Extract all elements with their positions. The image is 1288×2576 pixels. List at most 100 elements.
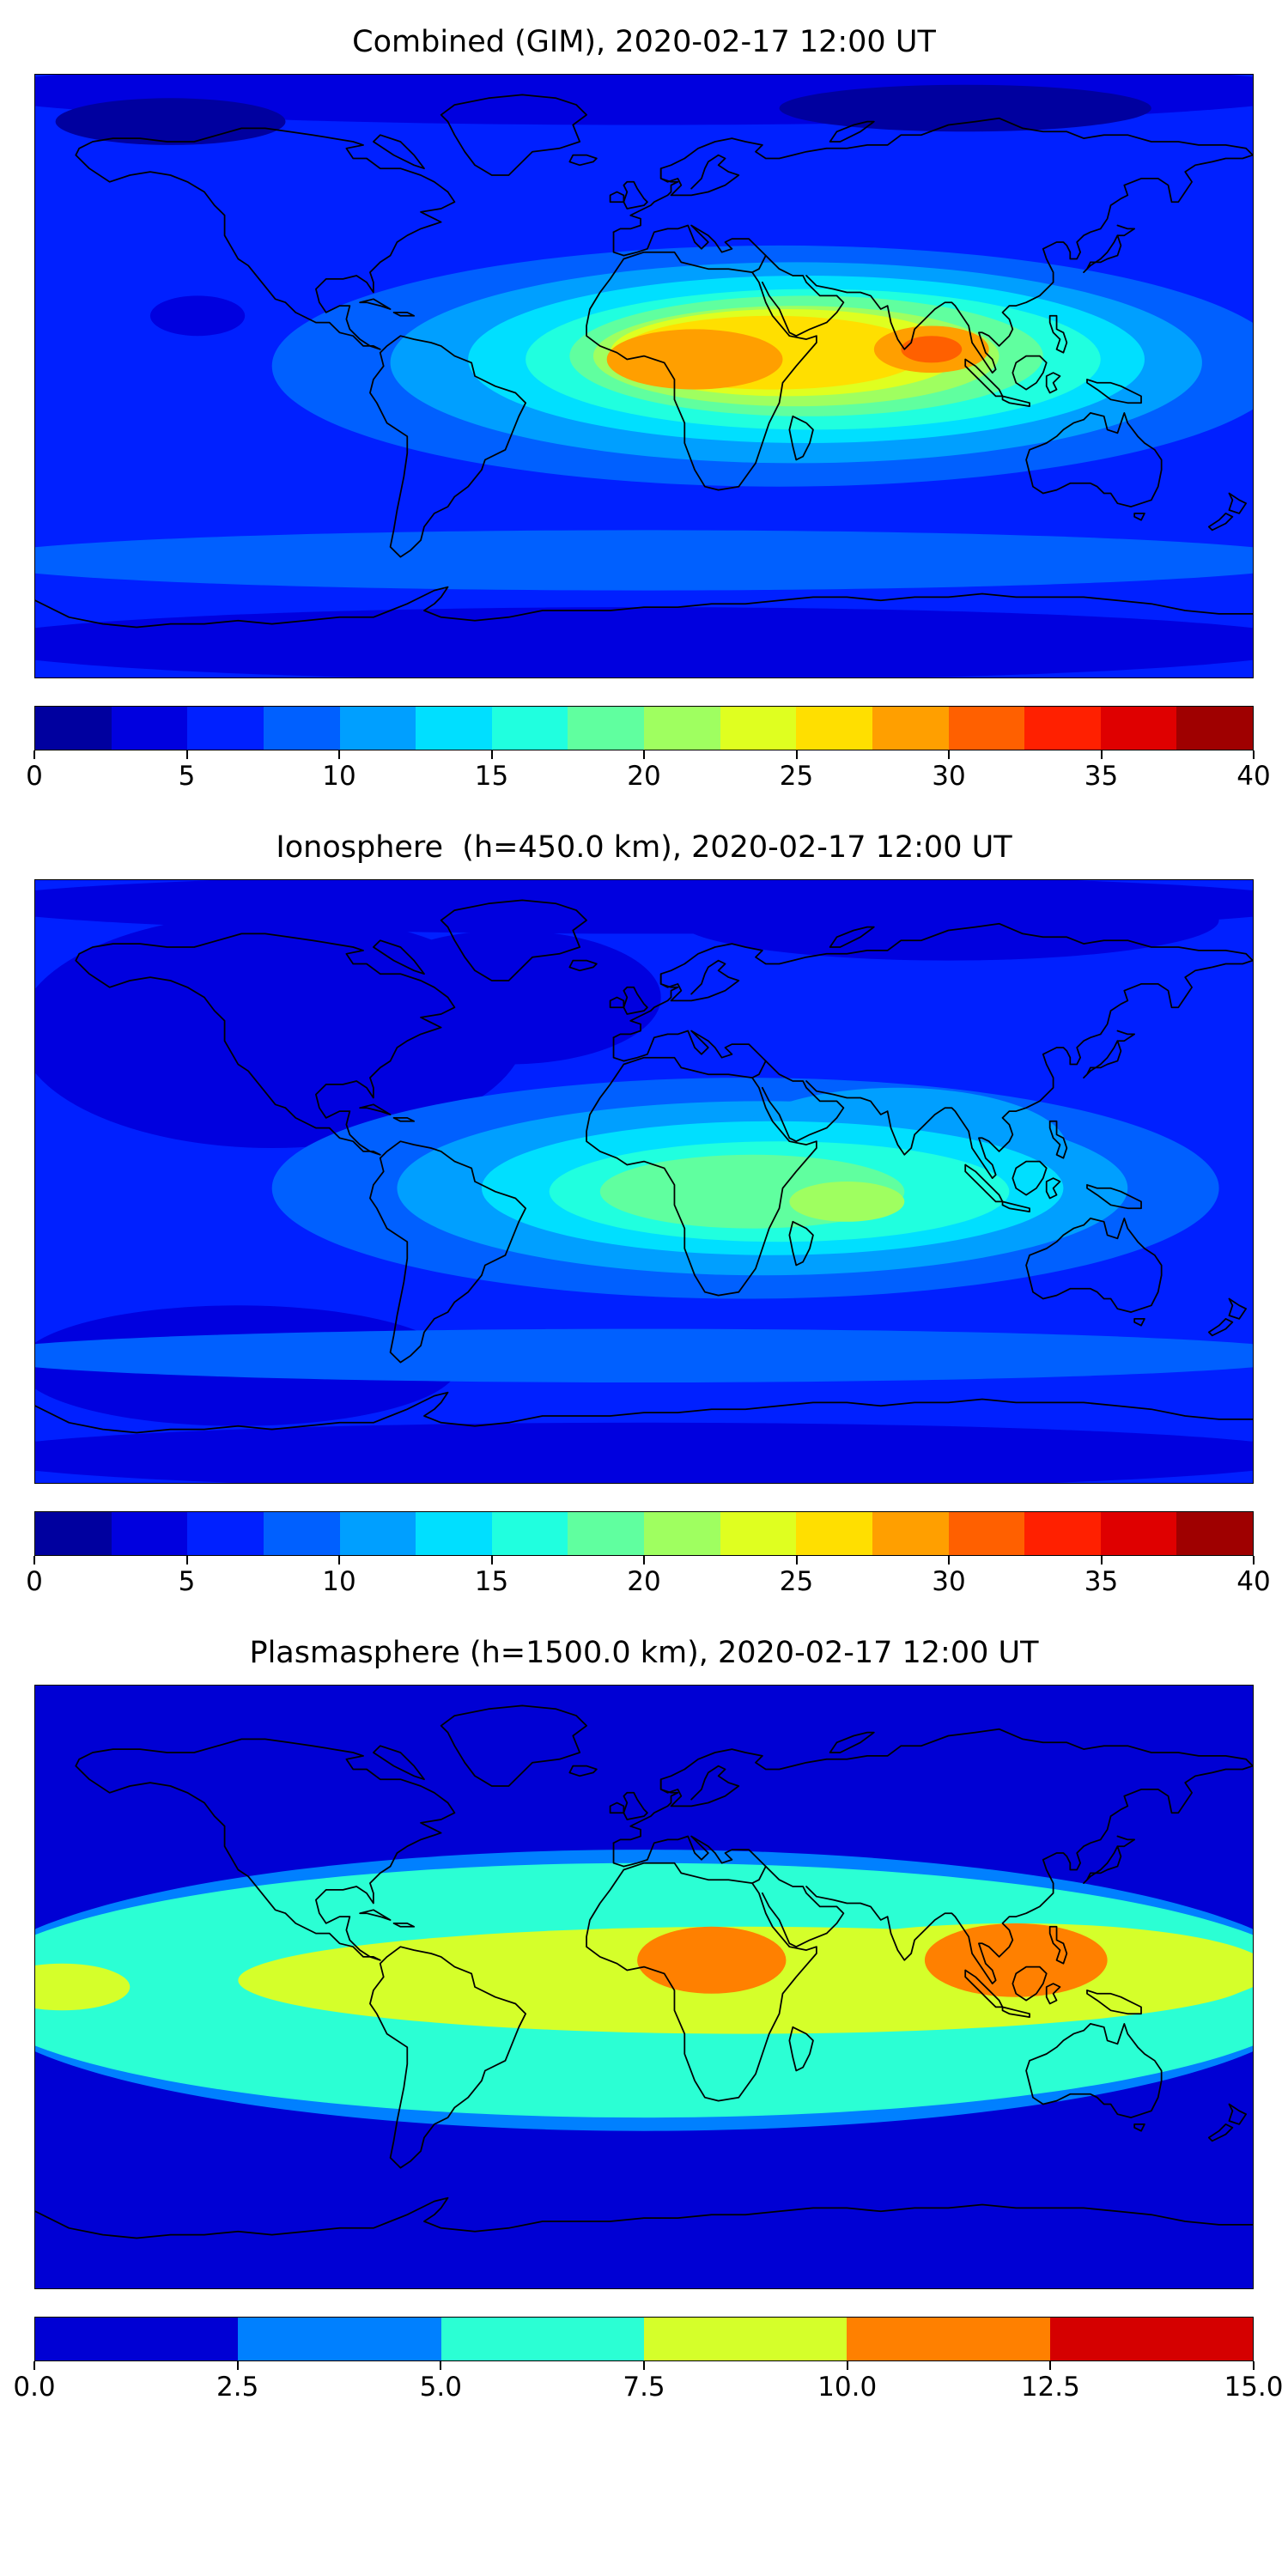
colorbar-tickmark (1253, 2361, 1255, 2370)
colorbar-tickmark (795, 750, 798, 759)
colorbar-segment (872, 707, 949, 750)
colorbar-tickmark (1253, 1556, 1255, 1564)
colorbar-segment (1100, 707, 1177, 750)
panel-combined: Combined (GIM), 2020-02-17 12:00 UT 0 5 10… (0, 22, 1288, 799)
colorbar-tickmark (338, 750, 340, 759)
colorbar-tickmark (490, 1556, 493, 1564)
world-map-plasmasphere (34, 1685, 1254, 2289)
coastlines (35, 899, 1253, 1434)
colorbar-tick-label: 0.0 (13, 2372, 56, 2403)
colorbar-tickmark (33, 1556, 35, 1564)
colorbar-segment (35, 1512, 112, 1555)
colorbar-tickmark (643, 750, 645, 759)
colorbar-segment (1049, 2318, 1253, 2360)
colorbar-tickmark (643, 2361, 645, 2370)
colorbar-tickmark (1253, 750, 1255, 759)
colorbar-tick-label: 35 (1084, 761, 1119, 792)
colorbar-tickmark (33, 2361, 35, 2370)
world-map-combined (34, 74, 1254, 678)
colorbar-tickmark (1100, 750, 1103, 759)
colorbar-tick-label: 15.0 (1224, 2372, 1284, 2403)
colorbar-segment (339, 1512, 416, 1555)
colorbar-segment (1024, 1512, 1101, 1555)
colorbar-bar (34, 1511, 1254, 1556)
colorbar-tick-label: 0 (26, 1566, 43, 1597)
panel-title-plasmasphere: Plasmasphere (h=1500.0 km), 2020-02-17 1… (249, 1636, 1039, 1670)
colorbar-segment (416, 1512, 492, 1555)
map-canvas (35, 75, 1253, 677)
colorbar-segment (720, 1512, 797, 1555)
colorbar-segment (1100, 1512, 1177, 1555)
colorbar-tick-label: 5 (178, 761, 196, 792)
colorbar-bar (34, 2317, 1254, 2361)
colorbar-segment (491, 1512, 568, 1555)
colorbar-tick-label: 10 (322, 1566, 356, 1597)
colorbar-tick-label: 20 (627, 761, 661, 792)
colorbar-segment (339, 707, 416, 750)
coastlines (35, 1704, 1253, 2239)
panel-plasmasphere: Plasmasphere (h=1500.0 km), 2020-02-17 1… (0, 1633, 1288, 2409)
colorbar-tick-label: 15 (474, 1566, 509, 1597)
colorbar-tick-label: 2.5 (216, 2372, 259, 2403)
colorbar-tick-label: 20 (627, 1566, 661, 1597)
colorbar-segment (644, 1512, 720, 1555)
colorbar-segment (796, 707, 872, 750)
panel-title-combined: Combined (GIM), 2020-02-17 12:00 UT (352, 25, 936, 59)
figure-tec-maps: Combined (GIM), 2020-02-17 12:00 UT 0 5 10… (0, 22, 1288, 2409)
colorbar-tickmark (643, 1556, 645, 1564)
colorbar-segment (416, 707, 492, 750)
colorbar-segment (948, 707, 1025, 750)
colorbar-tick-label: 7.5 (623, 2372, 665, 2403)
colorbar-segment (263, 1512, 340, 1555)
colorbar-tick-label: 40 (1236, 1566, 1271, 1597)
colorbar-segment (847, 2318, 1050, 2360)
colorbar-segment (187, 1512, 264, 1555)
colorbar-tickmark (490, 750, 493, 759)
colorbar-segment (948, 1512, 1025, 1555)
colorbar-tickmark (1049, 2361, 1052, 2370)
colorbar-tickmark (948, 750, 950, 759)
colorbar-segment (1176, 1512, 1253, 1555)
colorbar-segment (491, 707, 568, 750)
colorbar-segment (872, 1512, 949, 1555)
colorbar-plasmasphere: 0.0 2.5 5.0 7.5 10.0 12.5 15.0 (13, 2317, 1284, 2409)
colorbar-segment (796, 1512, 872, 1555)
colorbar-segment (644, 707, 720, 750)
map-canvas (35, 1686, 1253, 2288)
colorbar-tickmark (440, 2361, 442, 2370)
colorbar-segment (643, 2318, 848, 2360)
colorbar-tickmark (33, 750, 35, 759)
colorbar-tick-label: 25 (779, 1566, 814, 1597)
map-canvas (35, 880, 1253, 1483)
colorbar-tick-label: 15 (474, 761, 509, 792)
colorbar-segment (35, 2318, 239, 2360)
colorbar-segment (111, 1512, 188, 1555)
colorbar-segment (1176, 707, 1253, 750)
colorbar-tickmark (795, 1556, 798, 1564)
colorbar-segment (35, 707, 112, 750)
colorbar-tickmark (338, 1556, 340, 1564)
colorbar-tickmark (236, 2361, 239, 2370)
colorbar-tick-label: 10 (322, 761, 356, 792)
panel-ionosphere: Ionosphere (h=450.0 km), 2020-02-17 12:0… (0, 828, 1288, 1604)
colorbar-tick-label: 0 (26, 761, 43, 792)
colorbar-segment (263, 707, 340, 750)
colorbar-segment (568, 1512, 644, 1555)
colorbar-segment (238, 2318, 441, 2360)
colorbar-tick-label: 30 (932, 761, 966, 792)
colorbar-segment (111, 707, 188, 750)
colorbar-tick-label: 25 (779, 761, 814, 792)
colorbar-segment (440, 2318, 644, 2360)
colorbar-tick-label: 30 (932, 1566, 966, 1597)
colorbar-segment (568, 707, 644, 750)
world-map-ionosphere (34, 879, 1254, 1484)
coastlines (35, 94, 1253, 629)
panel-title-ionosphere: Ionosphere (h=450.0 km), 2020-02-17 12:0… (276, 830, 1012, 865)
colorbar-segment (1024, 707, 1101, 750)
colorbar-tick-label: 5.0 (419, 2372, 462, 2403)
colorbar-combined: 0 5 10 15 20 25 30 35 40 (26, 706, 1271, 799)
colorbar-tickmark (846, 2361, 848, 2370)
colorbar-segment (720, 707, 797, 750)
colorbar-tick-label: 12.5 (1020, 2372, 1080, 2403)
colorbar-tick-label: 10.0 (817, 2372, 878, 2403)
